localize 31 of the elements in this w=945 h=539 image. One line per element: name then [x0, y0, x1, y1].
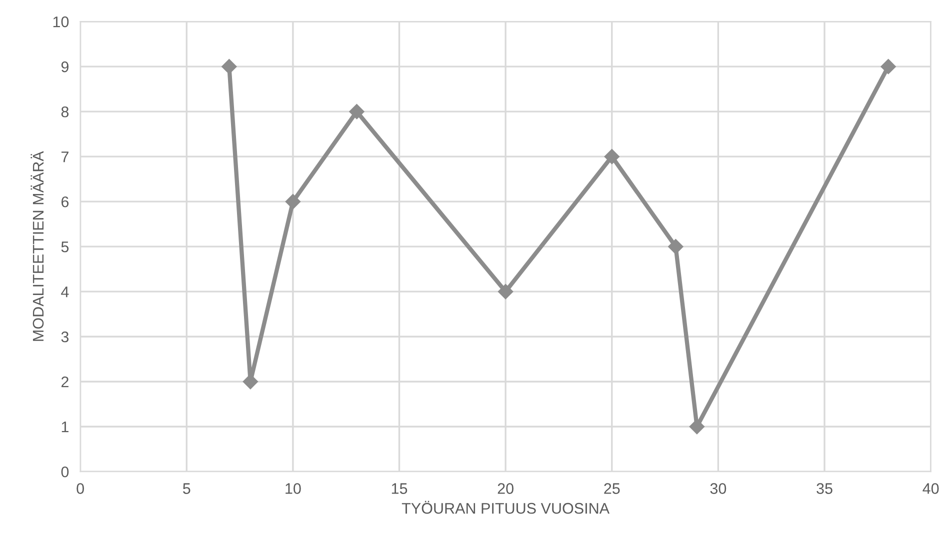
y-tick-label: 6: [61, 196, 69, 208]
x-tick-label: 20: [498, 483, 514, 494]
y-tick-label: 10: [53, 16, 69, 28]
point: [498, 284, 514, 300]
y-tick-label: 7: [62, 152, 68, 162]
x-tick-label: 15: [392, 483, 408, 494]
point: [668, 239, 684, 254]
point: [604, 149, 620, 164]
x-tick-label: 40: [922, 483, 939, 494]
point: [242, 374, 258, 390]
point: [285, 194, 301, 210]
point: [880, 58, 896, 74]
x-tick-label: 5: [183, 483, 190, 494]
x-tick-label: 10: [286, 483, 301, 494]
point: [349, 104, 364, 120]
y-tick-label: 8: [61, 106, 69, 118]
x-axis-title: TYÖURAN PITUUS VUOSINA: [402, 500, 610, 514]
x-tick-label: 30: [710, 483, 726, 494]
y-tick-label: 4: [61, 286, 69, 298]
y-tick-label: 3: [61, 331, 69, 342]
x-tick-label: 0: [76, 483, 84, 494]
y-tick-label: 1: [62, 422, 68, 432]
y-tick-label: 5: [61, 242, 69, 252]
y-axis-title: MODALITEETTIEN MÄÄRÄ: [30, 151, 44, 341]
y-tick-label: 9: [61, 61, 68, 72]
x-tick-label: 25: [604, 483, 620, 494]
point: [689, 419, 705, 434]
y-tick-label: 0: [61, 466, 69, 478]
point: [222, 58, 237, 74]
y-tick-label: 2: [61, 376, 68, 388]
x-tick-label: 35: [816, 483, 832, 494]
